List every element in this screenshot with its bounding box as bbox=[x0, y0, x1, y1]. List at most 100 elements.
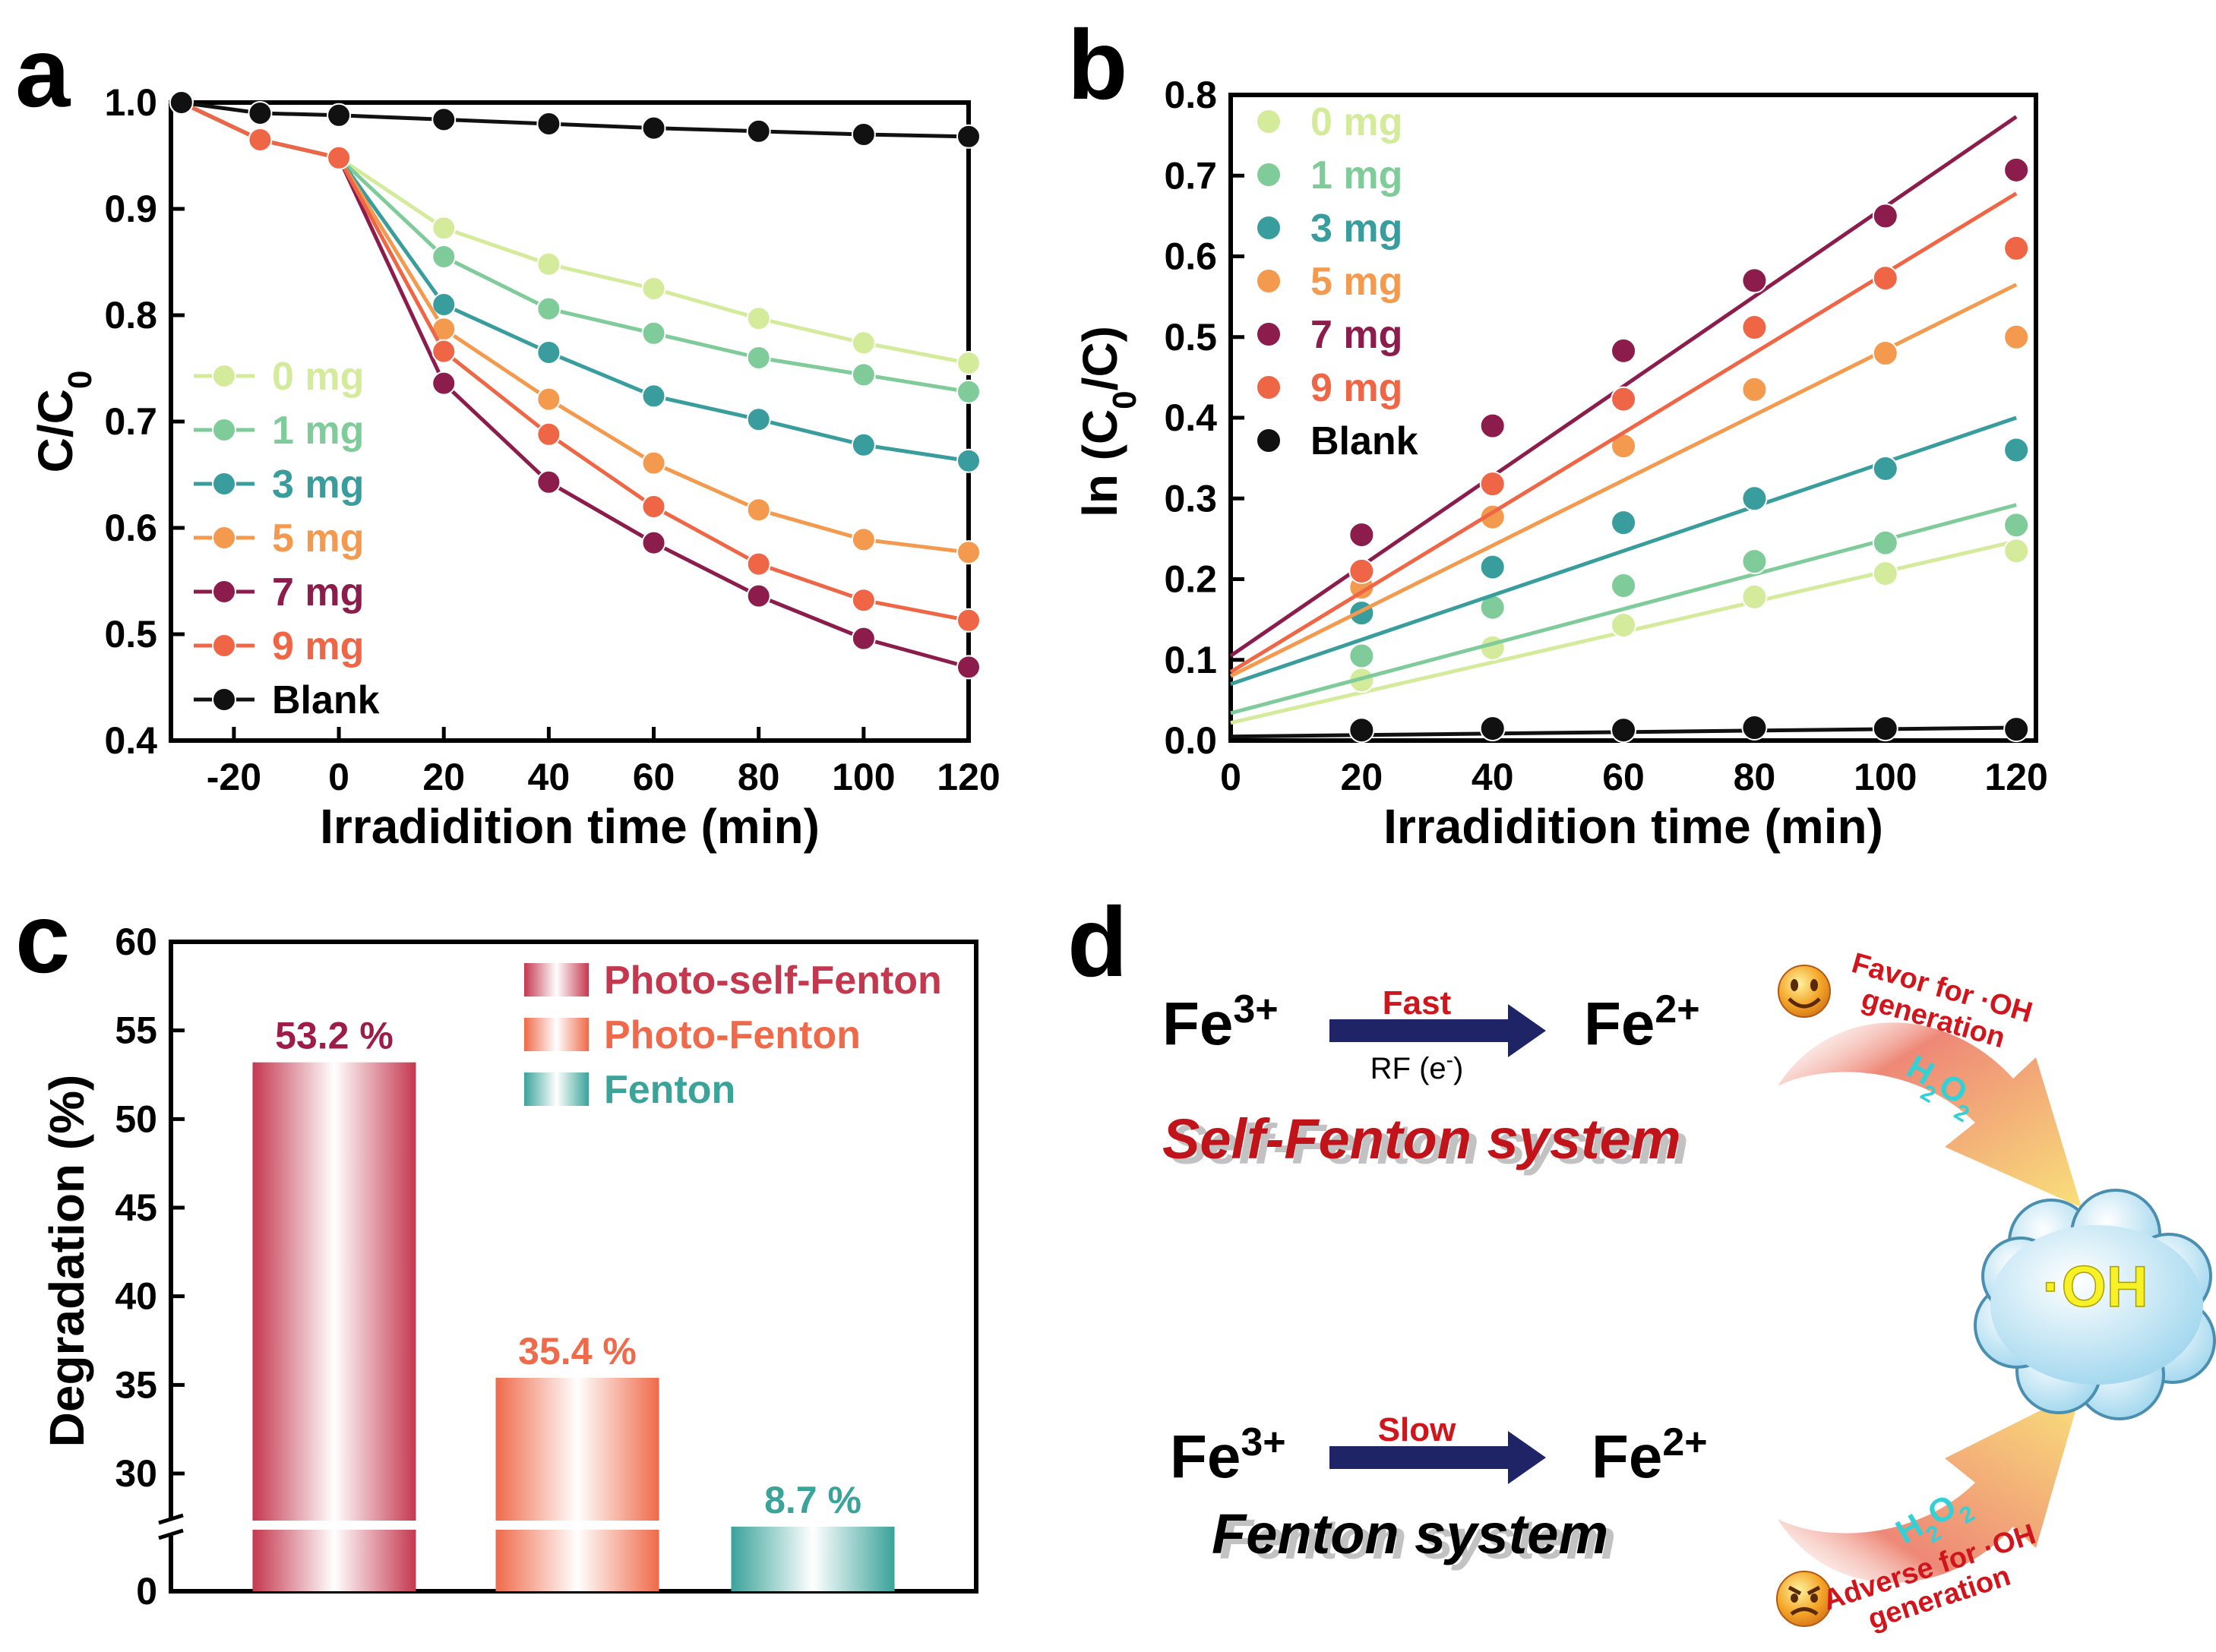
legend-swatch bbox=[524, 1018, 589, 1051]
data-point bbox=[956, 540, 981, 565]
legend-marker bbox=[212, 687, 236, 712]
x-tick-label: 60 bbox=[633, 756, 675, 798]
angry-face-icon bbox=[1776, 1571, 1832, 1627]
legend-entry-0-mg: 0 mg bbox=[1256, 100, 1402, 144]
data-point bbox=[851, 432, 876, 457]
legend-label: 7 mg bbox=[1310, 313, 1402, 357]
panel-a-legend: 0 mg 1 mg 3 mg 5 mg 7 mg 9 mg Blank bbox=[194, 355, 380, 722]
legend-label: 5 mg bbox=[1310, 260, 1402, 304]
series-blank bbox=[1230, 715, 2030, 744]
data-point bbox=[1741, 548, 1768, 575]
fenton-reaction: Fe3+ Slow Fe2+ Fenton system Fenton syst… bbox=[1170, 1411, 1708, 1571]
panel-c: c 0 30 35 40 45 50 55 60 53.2 % 35.4 % 8.7 % Phot… bbox=[15, 883, 978, 1613]
self-fenton-arrow bbox=[1329, 1004, 1546, 1057]
bar-break-gap bbox=[494, 1521, 661, 1530]
legend-entry-blank: Blank bbox=[194, 678, 380, 722]
data-point bbox=[956, 379, 981, 404]
legend-marker bbox=[1256, 428, 1282, 453]
y-tick-label: 0.2 bbox=[1164, 558, 1217, 601]
data-point bbox=[1872, 715, 1898, 742]
data-point bbox=[1872, 265, 1898, 292]
data-point bbox=[1872, 561, 1898, 587]
data-point bbox=[432, 371, 457, 396]
axis-break-mark bbox=[158, 1513, 184, 1525]
data-point bbox=[851, 626, 876, 651]
x-tick-label: 100 bbox=[832, 756, 895, 798]
x-tick-label: 20 bbox=[422, 756, 465, 798]
y-tick-label: 0.7 bbox=[104, 400, 157, 443]
legend-entry-5-mg: 5 mg bbox=[194, 516, 364, 561]
panel-a: a -20 0 20 40 60 80 100 120 0.4 0.5 0.6 0.7 0.8 0.9 1… bbox=[15, 17, 1001, 854]
panel-a-letter: a bbox=[15, 17, 71, 128]
data-point bbox=[641, 115, 666, 141]
data-point bbox=[956, 655, 981, 680]
legend-label: Fenton bbox=[604, 1068, 735, 1112]
bar bbox=[252, 1062, 416, 1591]
data-point bbox=[1872, 203, 1898, 229]
y-tick-label: 0.0 bbox=[1164, 719, 1217, 762]
x-tick-label: 0 bbox=[1220, 756, 1241, 798]
legend-label: 9 mg bbox=[272, 624, 364, 668]
legend-entry-7-mg: 7 mg bbox=[194, 570, 364, 614]
series-3-mg bbox=[1230, 415, 2030, 686]
y-tick-label: 0.9 bbox=[104, 188, 157, 230]
self-fenton-reaction: Fe3+ Fast RF (e-) Fe2+ Self-Fenton syste… bbox=[1162, 984, 1700, 1176]
legend-label: Blank bbox=[1310, 419, 1418, 463]
data-point bbox=[746, 306, 771, 331]
data-point bbox=[1741, 267, 1768, 294]
legend-label: 3 mg bbox=[272, 463, 364, 507]
panel-a-series bbox=[169, 90, 981, 680]
legend-marker bbox=[1256, 268, 1282, 294]
legend-marker bbox=[212, 364, 236, 388]
data-point bbox=[1611, 612, 1637, 639]
panel-b-y-label: ln (C0/C) bbox=[1073, 326, 1143, 517]
data-point bbox=[641, 530, 666, 555]
panel-c-bars: 53.2 % 35.4 % 8.7 % bbox=[251, 1015, 895, 1591]
data-point bbox=[851, 330, 876, 355]
data-point bbox=[248, 128, 273, 152]
fenton-title: Fenton system bbox=[1212, 1502, 1608, 1565]
x-tick-label: -20 bbox=[207, 756, 261, 798]
x-tick-label: 100 bbox=[1854, 756, 1917, 798]
series-5-mg bbox=[1229, 283, 2030, 678]
y-tick-label: 0.7 bbox=[1164, 154, 1217, 197]
bar-fenton: 8.7 % bbox=[731, 1479, 895, 1591]
panel-b: b 0 20 40 60 80 100 120 0.00.10.20.30.40.50.60… bbox=[1067, 9, 2048, 854]
legend-marker bbox=[212, 580, 236, 604]
bar-photo-fenton: 35.4 % bbox=[494, 1330, 661, 1591]
y-tick-label: 0.6 bbox=[104, 507, 157, 549]
series-1-mg bbox=[1230, 503, 2030, 715]
legend-entry-fenton: Fenton bbox=[524, 1068, 735, 1112]
fit-line bbox=[1230, 503, 2017, 715]
y-tick-label: 0.5 bbox=[104, 613, 157, 655]
data-point bbox=[536, 112, 561, 136]
self-fenton-rate: Fast bbox=[1383, 984, 1452, 1022]
data-point bbox=[1872, 455, 1898, 482]
data-point bbox=[1479, 554, 1506, 580]
x-tick-label: 80 bbox=[1734, 756, 1776, 798]
legend-marker bbox=[212, 418, 236, 442]
panel-a-y-ticks: 0.4 0.5 0.6 0.7 0.8 0.9 1.0 bbox=[104, 81, 185, 762]
data-point bbox=[1872, 529, 1898, 556]
data-point bbox=[1479, 471, 1506, 497]
data-point bbox=[169, 90, 194, 115]
data-point bbox=[1741, 583, 1768, 610]
y-tick-label: 0.3 bbox=[1164, 477, 1217, 520]
data-point bbox=[746, 583, 771, 608]
bar-value-label: 8.7 % bbox=[764, 1479, 861, 1521]
series-blank bbox=[169, 90, 981, 149]
panel-c-y-ticks: 0 30 35 40 45 50 55 60 bbox=[115, 921, 185, 1613]
legend-marker bbox=[212, 526, 236, 550]
legend-label: Blank bbox=[272, 678, 380, 722]
x-tick-label: 20 bbox=[1341, 756, 1383, 798]
y-tick-label: 0.1 bbox=[1164, 639, 1217, 681]
legend-entry-1-mg: 1 mg bbox=[1256, 153, 1402, 197]
data-point bbox=[2003, 324, 2030, 350]
x-tick-label: 120 bbox=[937, 756, 1000, 798]
legend-label: 1 mg bbox=[272, 409, 364, 453]
legend-entry-9-mg: 9 mg bbox=[194, 624, 364, 668]
data-point bbox=[1348, 643, 1375, 669]
y-tick-label: 40 bbox=[115, 1275, 157, 1318]
y-tick-label: 1.0 bbox=[104, 81, 157, 124]
data-point bbox=[641, 384, 666, 409]
